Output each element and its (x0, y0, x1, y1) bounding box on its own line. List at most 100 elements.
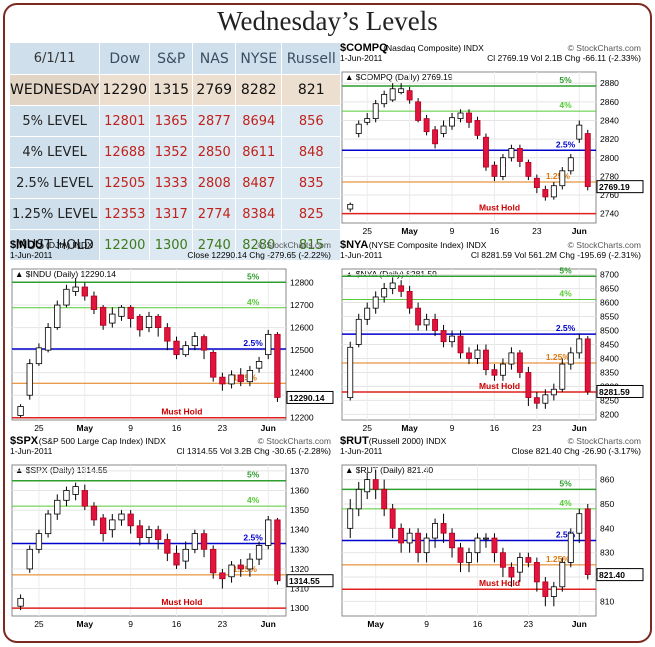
x-tick-label: 25 (34, 423, 44, 433)
candle-body (355, 318, 362, 345)
y-tick-label: 8550 (600, 312, 619, 322)
table-cell: 12688 (99, 136, 151, 168)
candle-body (483, 136, 489, 168)
candle-body (499, 363, 506, 376)
candle-body (355, 488, 362, 510)
candle-body (406, 290, 413, 309)
candle-body (542, 189, 549, 198)
candle-body (372, 296, 379, 309)
candle-body (398, 527, 405, 544)
column-header: NYSE (235, 42, 283, 75)
candle-body (398, 285, 405, 292)
candle-body (35, 533, 43, 550)
chart-name: (Nasdaq Composite) INDX (383, 43, 484, 53)
level-label: 4% (559, 498, 572, 508)
x-tick-label: 9 (128, 423, 133, 433)
candle-body (228, 374, 235, 385)
last-value-tag (286, 390, 334, 404)
candle-body (347, 203, 354, 210)
table-cell: 8487 (235, 167, 283, 199)
table-cell: 2769 (192, 74, 237, 106)
candle-body (559, 562, 566, 588)
y-tick-label: 8400 (600, 353, 619, 363)
candle-body (466, 352, 472, 359)
candle-body (381, 488, 388, 510)
level-label: 1.25% (233, 372, 258, 382)
y-tick-label: 810 (600, 596, 614, 606)
last-value-label: 8281.59 (599, 387, 630, 397)
table-header-row: 6/1/11 Dow S&P NAS NYSE Russell (8, 42, 342, 75)
candle-body (81, 490, 88, 507)
table-date: 6/1/11 (8, 42, 101, 75)
y-tick-label: 12400 (290, 368, 314, 378)
level-label: 4% (559, 288, 572, 298)
candle-body (219, 572, 226, 580)
candle-body (389, 282, 396, 289)
x-tick-label: 16 (490, 226, 500, 236)
y-tick-label: 12200 (290, 413, 314, 423)
chart-legend: ▲ $INDU (Daily) 12290.14 (15, 269, 116, 279)
table-row: WEDNESDAY 12290 1315 2769 8282 821 (8, 74, 342, 106)
candle-body (449, 117, 455, 127)
candle-body (44, 327, 52, 351)
column-header: S&P (149, 42, 194, 75)
candle-body (567, 157, 574, 172)
x-tick-label: May (401, 423, 418, 433)
candle-body (567, 352, 574, 365)
candle-body (533, 177, 540, 188)
level-label: 2.5% (243, 532, 263, 542)
y-tick-label: 1360 (290, 485, 309, 495)
candle-body (127, 513, 134, 527)
chart-legend: ▲ $NYA (Daily) 8281.59 (345, 269, 437, 279)
candle-body (155, 315, 162, 328)
row-label: 1.25% LEVEL (8, 198, 101, 230)
candle-body (440, 523, 447, 534)
candle-body (542, 394, 549, 404)
y-tick-label: 8250 (600, 395, 619, 405)
x-tick-label: Jun (261, 423, 276, 433)
table-cell: 2850 (192, 136, 237, 168)
level-label: 2.5% (556, 139, 576, 149)
x-tick-label: Jun (572, 423, 587, 433)
candle-body (533, 397, 540, 404)
y-tick-label: 12500 (290, 345, 314, 355)
level-label: 4% (247, 495, 260, 505)
candle-body (406, 532, 413, 544)
candle-body (237, 564, 244, 570)
chart-name: (S&P 500 Large Cap Index) INDX (39, 436, 166, 446)
chart-date: 1-Jun-2011 (340, 53, 383, 63)
y-tick-label: 1370 (290, 466, 309, 476)
candle-body (525, 557, 532, 563)
x-tick-label: Jun (261, 619, 276, 629)
candle-body (347, 508, 354, 529)
chart-symbol: $COMPQ (340, 42, 388, 54)
last-value-tag (596, 568, 644, 582)
x-tick-label: 25 (362, 423, 372, 433)
table-cell: 12290 (99, 74, 151, 106)
candle-body (381, 288, 388, 298)
x-tick-label: Jun (572, 619, 587, 629)
y-tick-label: 850 (600, 499, 614, 509)
candle-body (182, 548, 189, 562)
candle-body (72, 286, 79, 292)
candle-body (559, 170, 566, 187)
y-tick-label: 1320 (290, 564, 309, 574)
candle-body (274, 519, 281, 582)
level-label: Must Hold (479, 203, 520, 213)
row-label: 2.5% LEVEL (8, 167, 101, 199)
table-cell: 1352 (149, 136, 194, 168)
chart-nya: $NYA (NYSE Composite Index) INDX © StockCh… (339, 239, 644, 435)
x-tick-label: 9 (450, 226, 455, 236)
chart-stats: Cl 2769.19 Vol 2.1B Chg -66.11 (-2.33%) (487, 53, 641, 63)
level-label: 5% (559, 265, 572, 275)
candle-body (474, 537, 481, 554)
candle-body (228, 564, 235, 578)
candle-body (118, 513, 125, 521)
x-tick-label: 16 (473, 619, 483, 629)
last-value-tag (286, 574, 334, 588)
candle-body (499, 157, 506, 177)
candle-body (432, 129, 439, 145)
chart-rut: $RUT (Russell 2000) INDX © StockCharts.com… (339, 435, 644, 631)
levels-table: 6/1/11 Dow S&P NAS NYSE Russell WEDNESDA… (8, 42, 342, 261)
x-tick-label: 9 (424, 619, 429, 629)
